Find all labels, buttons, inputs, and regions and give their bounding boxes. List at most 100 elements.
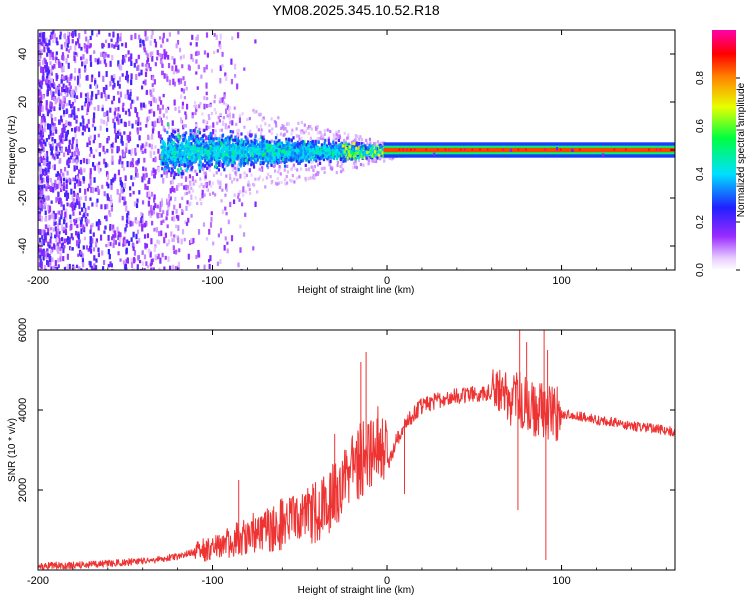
- heat-cell: [190, 53, 193, 60]
- heat-cell: [182, 133, 185, 137]
- heat-cell: [129, 96, 132, 101]
- heat-cell: [124, 183, 127, 189]
- heat-cell: [132, 242, 135, 248]
- heat-cell: [158, 267, 161, 270]
- heat-cell: [120, 138, 123, 144]
- heat-cell: [76, 224, 79, 229]
- heat-cell: [134, 107, 137, 113]
- heat-cell: [213, 50, 216, 55]
- heat-cell: [210, 216, 213, 222]
- heat-cell: [260, 153, 263, 157]
- heat-cell: [145, 67, 148, 72]
- heat-cell: [76, 201, 79, 206]
- heat-cell: [299, 167, 303, 171]
- heat-cell: [230, 235, 234, 242]
- heat-cell: [46, 111, 50, 117]
- heat-cell: [221, 162, 224, 167]
- heat-cell: [46, 231, 49, 236]
- heat-cell: [123, 196, 126, 202]
- heat-cell: [51, 257, 54, 262]
- heat-cell: [224, 141, 228, 145]
- heat-cell: [350, 146, 353, 151]
- heat-cell: [59, 62, 62, 69]
- heat-cell: [87, 127, 91, 132]
- heat-cell: [44, 41, 47, 46]
- heat-cell: [195, 59, 198, 64]
- heat-cell: [232, 164, 236, 170]
- heat-cell: [59, 146, 62, 151]
- heat-cell: [82, 262, 85, 268]
- heat-cell: [340, 153, 343, 158]
- heat-cell: [254, 39, 257, 44]
- heat-cell: [54, 185, 57, 191]
- heat-cell: [250, 139, 253, 143]
- heat-cell: [197, 156, 200, 160]
- heat-cell: [78, 43, 81, 49]
- heat-cell: [89, 135, 92, 140]
- heat-cell: [218, 137, 221, 141]
- heat-cell: [207, 153, 210, 157]
- heat-cell: [160, 44, 163, 48]
- heat-cell: [266, 145, 269, 149]
- heat-cell: [69, 247, 73, 251]
- heat-cell: [210, 211, 213, 216]
- heat-cell: [182, 138, 185, 142]
- heat-cell: [167, 54, 170, 60]
- heat-cell: [89, 261, 92, 268]
- heat-cell: [99, 125, 102, 131]
- heat-cell: [104, 215, 107, 220]
- heat-cell: [190, 153, 193, 157]
- heat-cell: [146, 185, 149, 191]
- heat-cell: [50, 114, 53, 119]
- heat-cell: [106, 163, 109, 168]
- heat-cell: [124, 75, 128, 81]
- heat-cell: [106, 116, 110, 122]
- heat-cell: [101, 266, 105, 270]
- heat-cell: [153, 151, 156, 155]
- heat-cell: [353, 138, 357, 142]
- heat-cell: [132, 231, 135, 238]
- heat-cell: [45, 62, 48, 68]
- heat-cell: [312, 151, 315, 155]
- heat-cell: [308, 160, 311, 164]
- heat-cell: [118, 159, 121, 165]
- heat-cell: [40, 36, 43, 42]
- heat-cell: [376, 156, 379, 160]
- heat-cell: [171, 237, 174, 243]
- heat-cell: [327, 158, 330, 163]
- heat-cell: [307, 142, 311, 146]
- heat-cell: [323, 132, 326, 137]
- heat-cell: [266, 165, 270, 170]
- heat-cell: [200, 143, 203, 147]
- heat-cell: [158, 154, 161, 161]
- heat-cell: [272, 155, 275, 159]
- heat-cell: [81, 105, 84, 111]
- heat-cell: [207, 156, 210, 160]
- heat-cell: [85, 245, 89, 250]
- heat-cell: [45, 138, 48, 142]
- heat-cell: [261, 135, 264, 139]
- heat-cell: [287, 155, 290, 159]
- heat-cell: [46, 82, 49, 86]
- heat-cell: [236, 151, 239, 155]
- heat-cell: [78, 169, 81, 174]
- heat-cell: [202, 150, 205, 154]
- heat-cell: [276, 182, 279, 186]
- heat-cell: [190, 214, 193, 218]
- heat-cell: [52, 39, 55, 43]
- heat-cell: [176, 39, 180, 45]
- heat-cell: [202, 119, 205, 124]
- heat-cell: [286, 170, 290, 174]
- heat-cell: [79, 122, 82, 127]
- heat-cell: [233, 63, 237, 70]
- heat-cell: [66, 43, 69, 48]
- heat-cell: [167, 106, 170, 111]
- heat-cell: [213, 33, 216, 37]
- heat-cell: [78, 201, 81, 206]
- heat-cell: [47, 195, 50, 201]
- heat-cell: [284, 144, 287, 148]
- heat-cell: [61, 86, 64, 93]
- heat-cell: [283, 168, 286, 172]
- heat-cell: [114, 113, 117, 119]
- heat-cell: [55, 129, 58, 134]
